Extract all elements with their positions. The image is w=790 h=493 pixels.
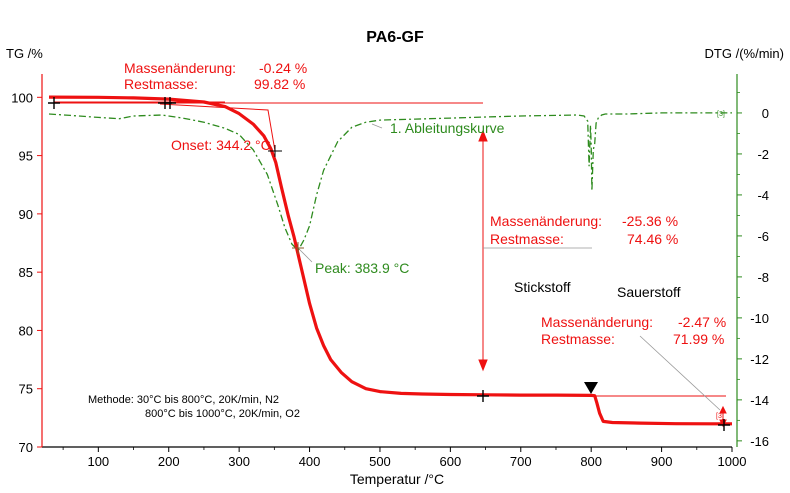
step1-change-label: Massenänderung: [124, 60, 236, 76]
x-tick-label: 200 [158, 454, 180, 469]
y-left-tick-label: 95 [19, 149, 33, 164]
x-axis-label: Temperatur /°C [350, 471, 444, 487]
step2-residue-value: 74.46 % [627, 231, 678, 247]
leader-lines [268, 123, 721, 411]
onset-tangent [159, 103, 276, 152]
step2-residue-label: Restmasse: [490, 231, 564, 247]
y-right-tick-label: -14 [750, 393, 769, 408]
stickstoff-label: Stickstoff [514, 279, 571, 295]
y-left-label: TG /% [6, 46, 43, 61]
x-tick-label: 500 [369, 454, 391, 469]
y-right-label: DTG /(%/min) [705, 46, 784, 61]
step2-arrow-bottom [478, 359, 488, 372]
y-right-tick-label: 0 [762, 106, 769, 121]
y-right-ticks: 0 -2 -4 -6 -8 -10 -12 -14 -16 [737, 92, 769, 449]
step3-change-label: Massenänderung: [541, 314, 653, 330]
step2-change-value: -25.36 % [622, 213, 678, 229]
onset-label: Onset: 344.2 °C [171, 137, 271, 153]
peak-label: Peak: 383.9 °C [315, 260, 409, 276]
marker-onset [268, 145, 282, 157]
marker-start [48, 97, 60, 109]
x-tick-label: 300 [228, 454, 250, 469]
step1-residue-label: Restmasse: [124, 76, 198, 92]
marker-peak [292, 242, 304, 254]
step3-change-value: -2.47 % [678, 314, 726, 330]
step3-leader [639, 335, 721, 411]
method-line-2: 800°C bis 1000°C, 20K/min, O2 [145, 408, 300, 420]
y-right-tick-label: -2 [757, 147, 769, 162]
marker-step1-end-b [164, 97, 176, 109]
x-tick-label: 400 [299, 454, 321, 469]
chart-title: PA6-GF [366, 29, 424, 46]
x-tick-label: 1000 [718, 454, 747, 469]
x-tick-label: 900 [651, 454, 673, 469]
dtg-series-line [48, 112, 732, 252]
y-left-tick-label: 85 [19, 265, 33, 280]
x-tick-label: 100 [87, 454, 109, 469]
step1-change-value: -0.24 % [259, 60, 307, 76]
dtg-curve-label: 1. Ableitungskurve [390, 120, 505, 136]
step2-change-label: Massenänderung: [490, 213, 602, 229]
marker-step2-end [477, 390, 489, 402]
step3-residue-label: Restmasse: [541, 331, 615, 347]
y-left-tick-label: 80 [19, 323, 33, 338]
y-right-tick-label: -12 [750, 352, 769, 367]
y-left-tick-label: 90 [19, 207, 33, 222]
sauerstoff-label: Sauerstoff [617, 284, 681, 300]
y-right-tick-label: -4 [757, 188, 769, 203]
y-right-tick-label: -16 [750, 434, 769, 449]
marker-step3-end [718, 419, 730, 431]
step1-residue-value: 99.82 % [254, 76, 305, 92]
gas-switch-marker [584, 382, 598, 394]
y-right-tick-label: -10 [750, 311, 769, 326]
y-left-ticks: 70 75 80 85 90 95 100 [11, 90, 42, 455]
dtg-curve-tag: [3] [717, 111, 725, 118]
step3-arrow-top [719, 405, 727, 414]
y-right-tick-label: -6 [757, 229, 769, 244]
step3-residue-value: 71.99 % [673, 331, 724, 347]
step2-arrow-top [478, 129, 488, 142]
method-line-1: Methode: 30°C bis 800°C, 20K/min, N2 [88, 394, 279, 406]
y-left-tick-label: 100 [11, 90, 33, 105]
point-markers [48, 97, 730, 431]
x-tick-label: 800 [580, 454, 602, 469]
y-right-tick-label: -8 [757, 270, 769, 285]
x-tick-label: 700 [510, 454, 532, 469]
x-tick-label: 600 [440, 454, 462, 469]
peak-leader [297, 247, 313, 263]
tg-series-line [48, 95, 732, 426]
y-left-tick-label: 75 [19, 382, 33, 397]
dtg-label-leader [371, 123, 383, 129]
tg-curve-tag: [3] [716, 413, 724, 420]
y-left-tick-label: 70 [19, 440, 33, 455]
x-ticks: 100 200 300 400 500 600 700 800 900 1000 [62, 447, 747, 469]
